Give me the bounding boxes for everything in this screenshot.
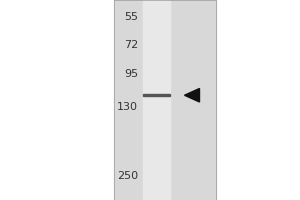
Text: Ramos: Ramos <box>135 199 177 200</box>
Bar <box>142 94 170 96</box>
Bar <box>114 0 216 200</box>
Text: 250: 250 <box>117 171 138 181</box>
Bar <box>142 0 170 200</box>
Text: 130: 130 <box>117 102 138 112</box>
Text: 55: 55 <box>124 12 138 22</box>
Polygon shape <box>184 88 200 102</box>
Text: 95: 95 <box>124 69 138 79</box>
Text: 72: 72 <box>124 40 138 50</box>
